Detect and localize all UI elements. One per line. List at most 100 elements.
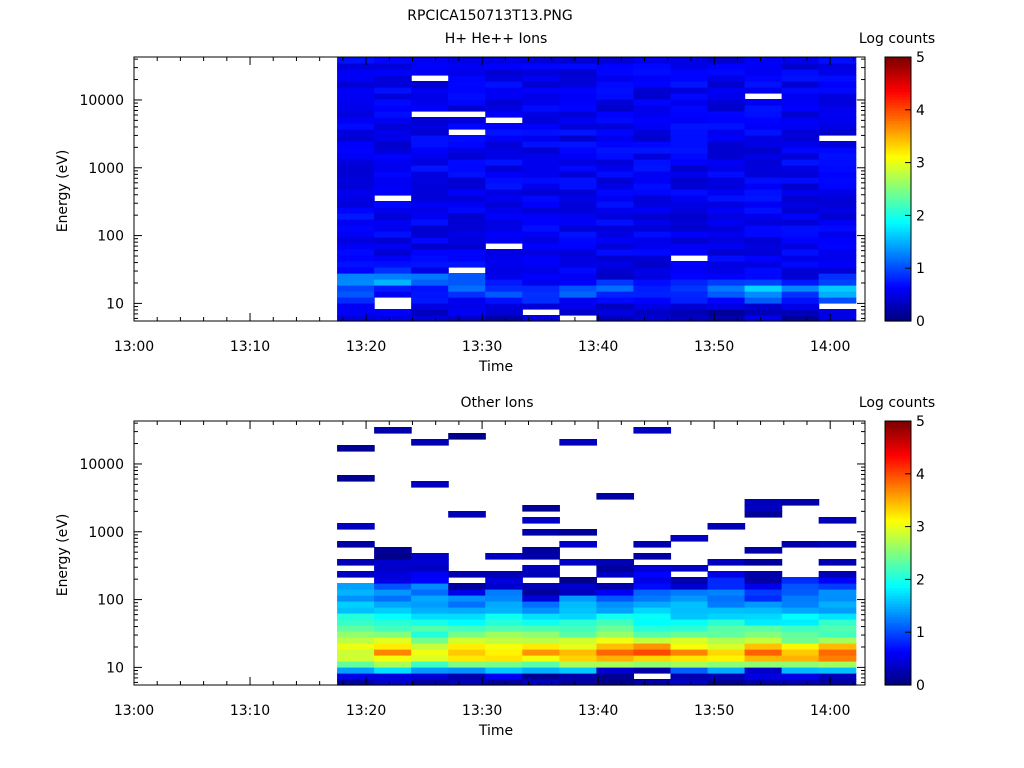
colorbar-swatch — [885, 91, 911, 95]
spectrogram-cell — [522, 291, 560, 298]
spectrogram-cell — [522, 643, 560, 650]
spectrogram-cell — [596, 159, 635, 166]
spectrogram-cell — [633, 183, 672, 190]
spectrogram-cell — [337, 57, 375, 64]
y-tick-label: 100 — [97, 229, 124, 245]
colorbar-swatch — [885, 136, 911, 140]
spectrogram-cell — [818, 679, 857, 686]
spectrogram-cell — [485, 105, 523, 112]
spectrogram-cell — [522, 285, 560, 292]
spectrogram-cell — [337, 297, 375, 304]
spectrogram-cell — [633, 541, 672, 548]
spectrogram-cell — [818, 213, 857, 220]
colorbar-swatch — [885, 138, 911, 143]
spectrogram-cell — [633, 601, 672, 608]
colorbar-swatch — [885, 428, 911, 433]
colorbar-swatch — [885, 505, 911, 509]
spectrogram-cell — [485, 631, 523, 638]
colorbar-swatch — [885, 600, 911, 604]
colorbar-swatch — [885, 260, 911, 264]
spectrogram-cell — [633, 249, 672, 256]
spectrogram-cell — [707, 189, 746, 196]
spectrogram-cell — [374, 601, 412, 608]
spectrogram-cell — [411, 201, 449, 208]
spectrogram-cell — [559, 631, 597, 638]
colorbar-swatch — [885, 165, 911, 169]
spectrogram-cell — [411, 619, 449, 626]
spectrogram-cell — [337, 183, 375, 190]
colorbar-swatch — [885, 67, 911, 71]
spectrogram-cell — [448, 189, 486, 196]
spectrogram-cell — [707, 297, 746, 304]
spectrogram-cell — [559, 75, 597, 82]
spectrogram-cell — [596, 81, 635, 88]
spectrogram-cell — [485, 189, 523, 196]
spectrogram-cell — [485, 159, 523, 166]
spectrogram-cell — [818, 63, 857, 70]
spectrogram-cell — [559, 655, 597, 662]
colorbar-swatch — [885, 516, 911, 520]
spectrogram-cell — [670, 81, 709, 88]
spectrogram-cell — [337, 571, 375, 578]
colorbar-swatch — [885, 181, 911, 185]
spectrogram-cell — [522, 159, 560, 166]
spectrogram-cell — [596, 631, 635, 638]
colorbar-swatch — [885, 225, 911, 230]
colorbar-swatch — [885, 671, 911, 676]
spectrogram-cell — [670, 601, 709, 608]
spectrogram-cell — [411, 577, 449, 584]
colorbar-swatch — [885, 682, 911, 686]
spectrogram-cell — [781, 189, 820, 196]
spectrogram-cell — [633, 267, 672, 274]
spectrogram-cell — [596, 255, 635, 262]
spectrogram-cell — [707, 117, 746, 124]
spectrogram-cell — [337, 213, 375, 220]
spectrogram-h-he-ions — [337, 57, 857, 322]
spectrogram-cell — [707, 183, 746, 190]
spectrogram-cell — [374, 315, 412, 322]
spectrogram-cell — [633, 237, 672, 244]
colorbar-swatch — [885, 566, 911, 570]
spectrogram-cell — [485, 153, 523, 160]
colorbar-tick-label: 3 — [916, 156, 925, 172]
spectrogram-cell — [744, 213, 783, 220]
spectrogram-cell — [411, 625, 449, 632]
spectrogram-cell — [596, 291, 635, 298]
spectrogram-cell — [559, 207, 597, 214]
spectrogram-cell — [633, 147, 672, 154]
spectrogram-cell — [374, 141, 412, 148]
spectrogram-cell — [485, 595, 523, 602]
spectrogram-cell — [781, 291, 820, 298]
spectrogram-cell — [374, 273, 412, 280]
spectrogram-cell — [411, 297, 449, 304]
spectrogram-cell — [633, 231, 672, 238]
spectrogram-cell — [707, 607, 746, 614]
spectrogram-cell — [411, 99, 449, 106]
spectrogram-cell — [337, 171, 375, 178]
spectrogram-cell — [411, 81, 449, 88]
colorbar-swatch — [885, 447, 911, 451]
spectrogram-cell — [337, 93, 375, 100]
spectrogram-cell — [411, 159, 449, 166]
spectrogram-cell — [559, 141, 597, 148]
spectrogram-cell — [633, 625, 672, 632]
spectrogram-cell — [559, 279, 597, 286]
spectrogram-cell — [633, 111, 672, 118]
spectrogram-cell — [337, 655, 375, 662]
spectrogram-cell — [559, 147, 597, 154]
spectrogram-cell — [633, 255, 672, 262]
spectrogram-cell — [411, 279, 449, 286]
spectrogram-cell — [559, 529, 597, 536]
spectrogram-cell — [448, 655, 486, 662]
spectrogram-cell — [596, 147, 635, 154]
spectrogram-cell — [374, 571, 412, 578]
spectrogram-cell — [448, 93, 486, 100]
spectrogram-cell — [670, 243, 709, 250]
spectrogram-cell — [411, 631, 449, 638]
spectrogram-cell — [633, 177, 672, 184]
spectrogram-cell — [559, 255, 597, 262]
spectrogram-cell — [559, 577, 597, 584]
spectrogram-cell — [744, 291, 783, 298]
spectrogram-cell — [744, 589, 783, 596]
